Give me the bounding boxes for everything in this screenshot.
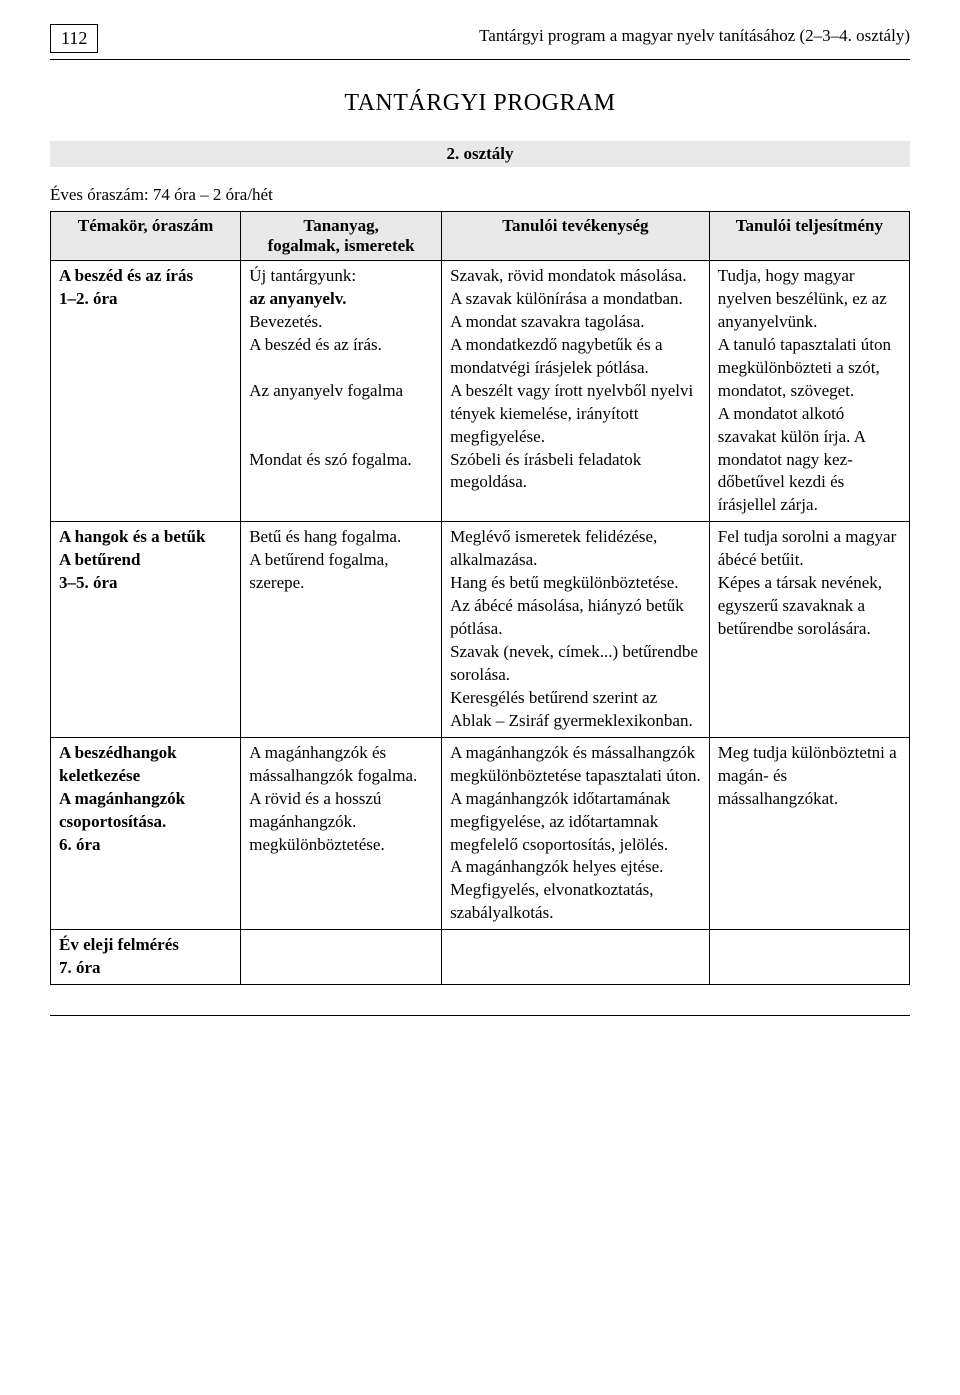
column-header-topic: Témakör, óraszám bbox=[51, 212, 241, 261]
cell-activity: A magánhangzók és mással­hangzók megkülö… bbox=[442, 737, 710, 930]
cell-activity: Szavak, rövid mondatok máso­lása. A szav… bbox=[442, 261, 710, 522]
cell-topic: Év eleji felmérés7. óra bbox=[51, 930, 241, 985]
hours-line: Éves óraszám: 74 óra – 2 óra/hét bbox=[50, 185, 910, 205]
column-header-material: Tananyag,fogalmak, ismeretek bbox=[241, 212, 442, 261]
cell-performance: Tudja, hogy magyar nyelven beszélünk, ez… bbox=[709, 261, 909, 522]
cell-activity bbox=[442, 930, 710, 985]
cell-topic: A beszédhangok keletkezéseA magánhangzók… bbox=[51, 737, 241, 930]
cell-topic: A hangok és a betűkA betűrend3–5. óra bbox=[51, 522, 241, 737]
table-header-row: Témakör, óraszám Tananyag,fogalmak, isme… bbox=[51, 212, 910, 261]
table-row: A beszéd és az írás1–2. óra Új tantárgyu… bbox=[51, 261, 910, 522]
subtitle: 2. osztály bbox=[50, 141, 910, 167]
curriculum-table: Témakör, óraszám Tananyag,fogalmak, isme… bbox=[50, 211, 910, 985]
page: 112 Tantárgyi program a magyar nyelv tan… bbox=[0, 0, 960, 1076]
table-row: A hangok és a betűkA betűrend3–5. óra Be… bbox=[51, 522, 910, 737]
page-header: 112 Tantárgyi program a magyar nyelv tan… bbox=[50, 24, 910, 60]
cell-activity: Meglévő ismeretek felidézése, alkalmazás… bbox=[442, 522, 710, 737]
page-number: 112 bbox=[50, 24, 98, 53]
table-row: A beszédhangok keletkezéseA magánhangzók… bbox=[51, 737, 910, 930]
footer-rule bbox=[50, 1015, 910, 1016]
cell-material: Betű és hang fogal­ma.A betűrend fogalma… bbox=[241, 522, 442, 737]
cell-material bbox=[241, 930, 442, 985]
table-body: A beszéd és az írás1–2. óra Új tantárgyu… bbox=[51, 261, 910, 985]
cell-performance bbox=[709, 930, 909, 985]
column-header-activity: Tanulói tevékenység bbox=[442, 212, 710, 261]
cell-topic: A beszéd és az írás1–2. óra bbox=[51, 261, 241, 522]
cell-performance: Meg tudja különböz­tetni a magán- és más… bbox=[709, 737, 909, 930]
table-row: Év eleji felmérés7. óra bbox=[51, 930, 910, 985]
cell-material: A magánhangzók és mássalhangzók fogal­ma… bbox=[241, 737, 442, 930]
document-title: TANTÁRGYI PROGRAM bbox=[50, 90, 910, 117]
column-header-performance: Tanulói teljesítmény bbox=[709, 212, 909, 261]
running-header: Tantárgyi program a magyar nyelv tanítás… bbox=[110, 24, 910, 46]
cell-performance: Fel tudja sorolni a magyar ábécé betűit.… bbox=[709, 522, 909, 737]
cell-material: Új tantárgyunk:az anyanyelv.Bevezetés.A … bbox=[241, 261, 442, 522]
